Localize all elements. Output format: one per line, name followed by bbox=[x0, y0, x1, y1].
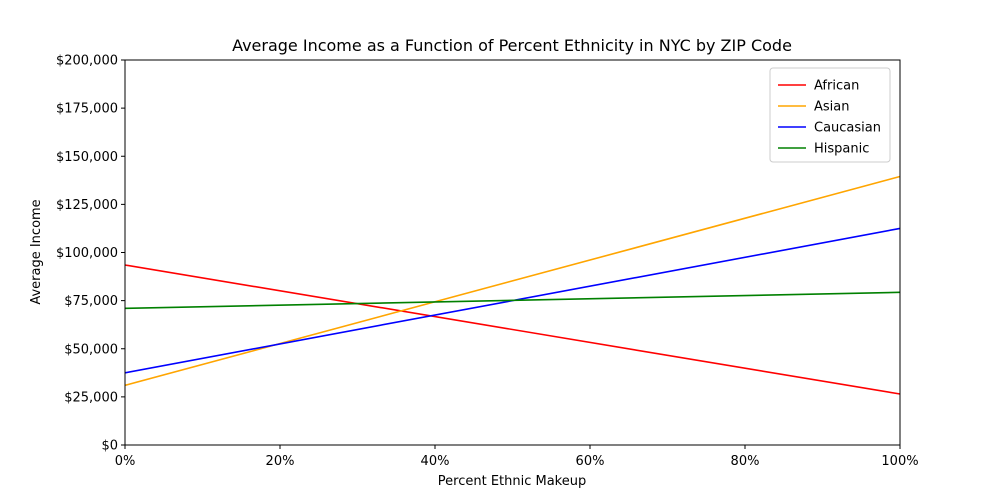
x-tick-label: 0% bbox=[115, 454, 136, 469]
legend-label-hispanic: Hispanic bbox=[814, 142, 869, 157]
series-line-hispanic bbox=[124, 291, 901, 310]
x-axis-label: Percent Ethnic Makeup bbox=[438, 474, 586, 489]
plot-lines bbox=[124, 175, 901, 395]
x-tick-label: 40% bbox=[421, 454, 450, 469]
y-tick-label: $175,000 bbox=[56, 102, 118, 117]
series-line-african bbox=[124, 264, 901, 395]
x-axis: 0% 20% 40% 60% 80% 100% bbox=[115, 445, 919, 469]
x-tick-label: 60% bbox=[576, 454, 605, 469]
y-tick-label: $100,000 bbox=[56, 246, 118, 261]
series-line-asian bbox=[124, 175, 901, 387]
legend-label-caucasian: Caucasian bbox=[814, 121, 881, 136]
x-tick-label: 100% bbox=[881, 454, 918, 469]
y-tick-label: $125,000 bbox=[56, 198, 118, 213]
legend-label-asian: Asian bbox=[814, 100, 849, 115]
y-axis: $0 $25,000 $50,000 $75,000 $100,000 $125,000 $… bbox=[56, 54, 125, 454]
y-tick-label: $200,000 bbox=[56, 54, 118, 69]
legend: African Asian Caucasian Hispanic bbox=[769, 67, 891, 163]
legend-box bbox=[769, 67, 891, 163]
y-tick-label: $150,000 bbox=[56, 150, 118, 165]
x-tick-label: 20% bbox=[266, 454, 295, 469]
x-tick-label: 80% bbox=[731, 454, 760, 469]
y-axis-label: Average Income bbox=[29, 199, 44, 304]
y-tick-label: $25,000 bbox=[64, 390, 118, 405]
y-tick-label: $75,000 bbox=[64, 294, 118, 309]
y-tick-label: $0 bbox=[101, 439, 118, 454]
y-tick-label: $50,000 bbox=[64, 342, 118, 357]
chart-title: Average Income as a Function of Percent … bbox=[232, 36, 792, 55]
legend-label-african: African bbox=[814, 79, 859, 94]
